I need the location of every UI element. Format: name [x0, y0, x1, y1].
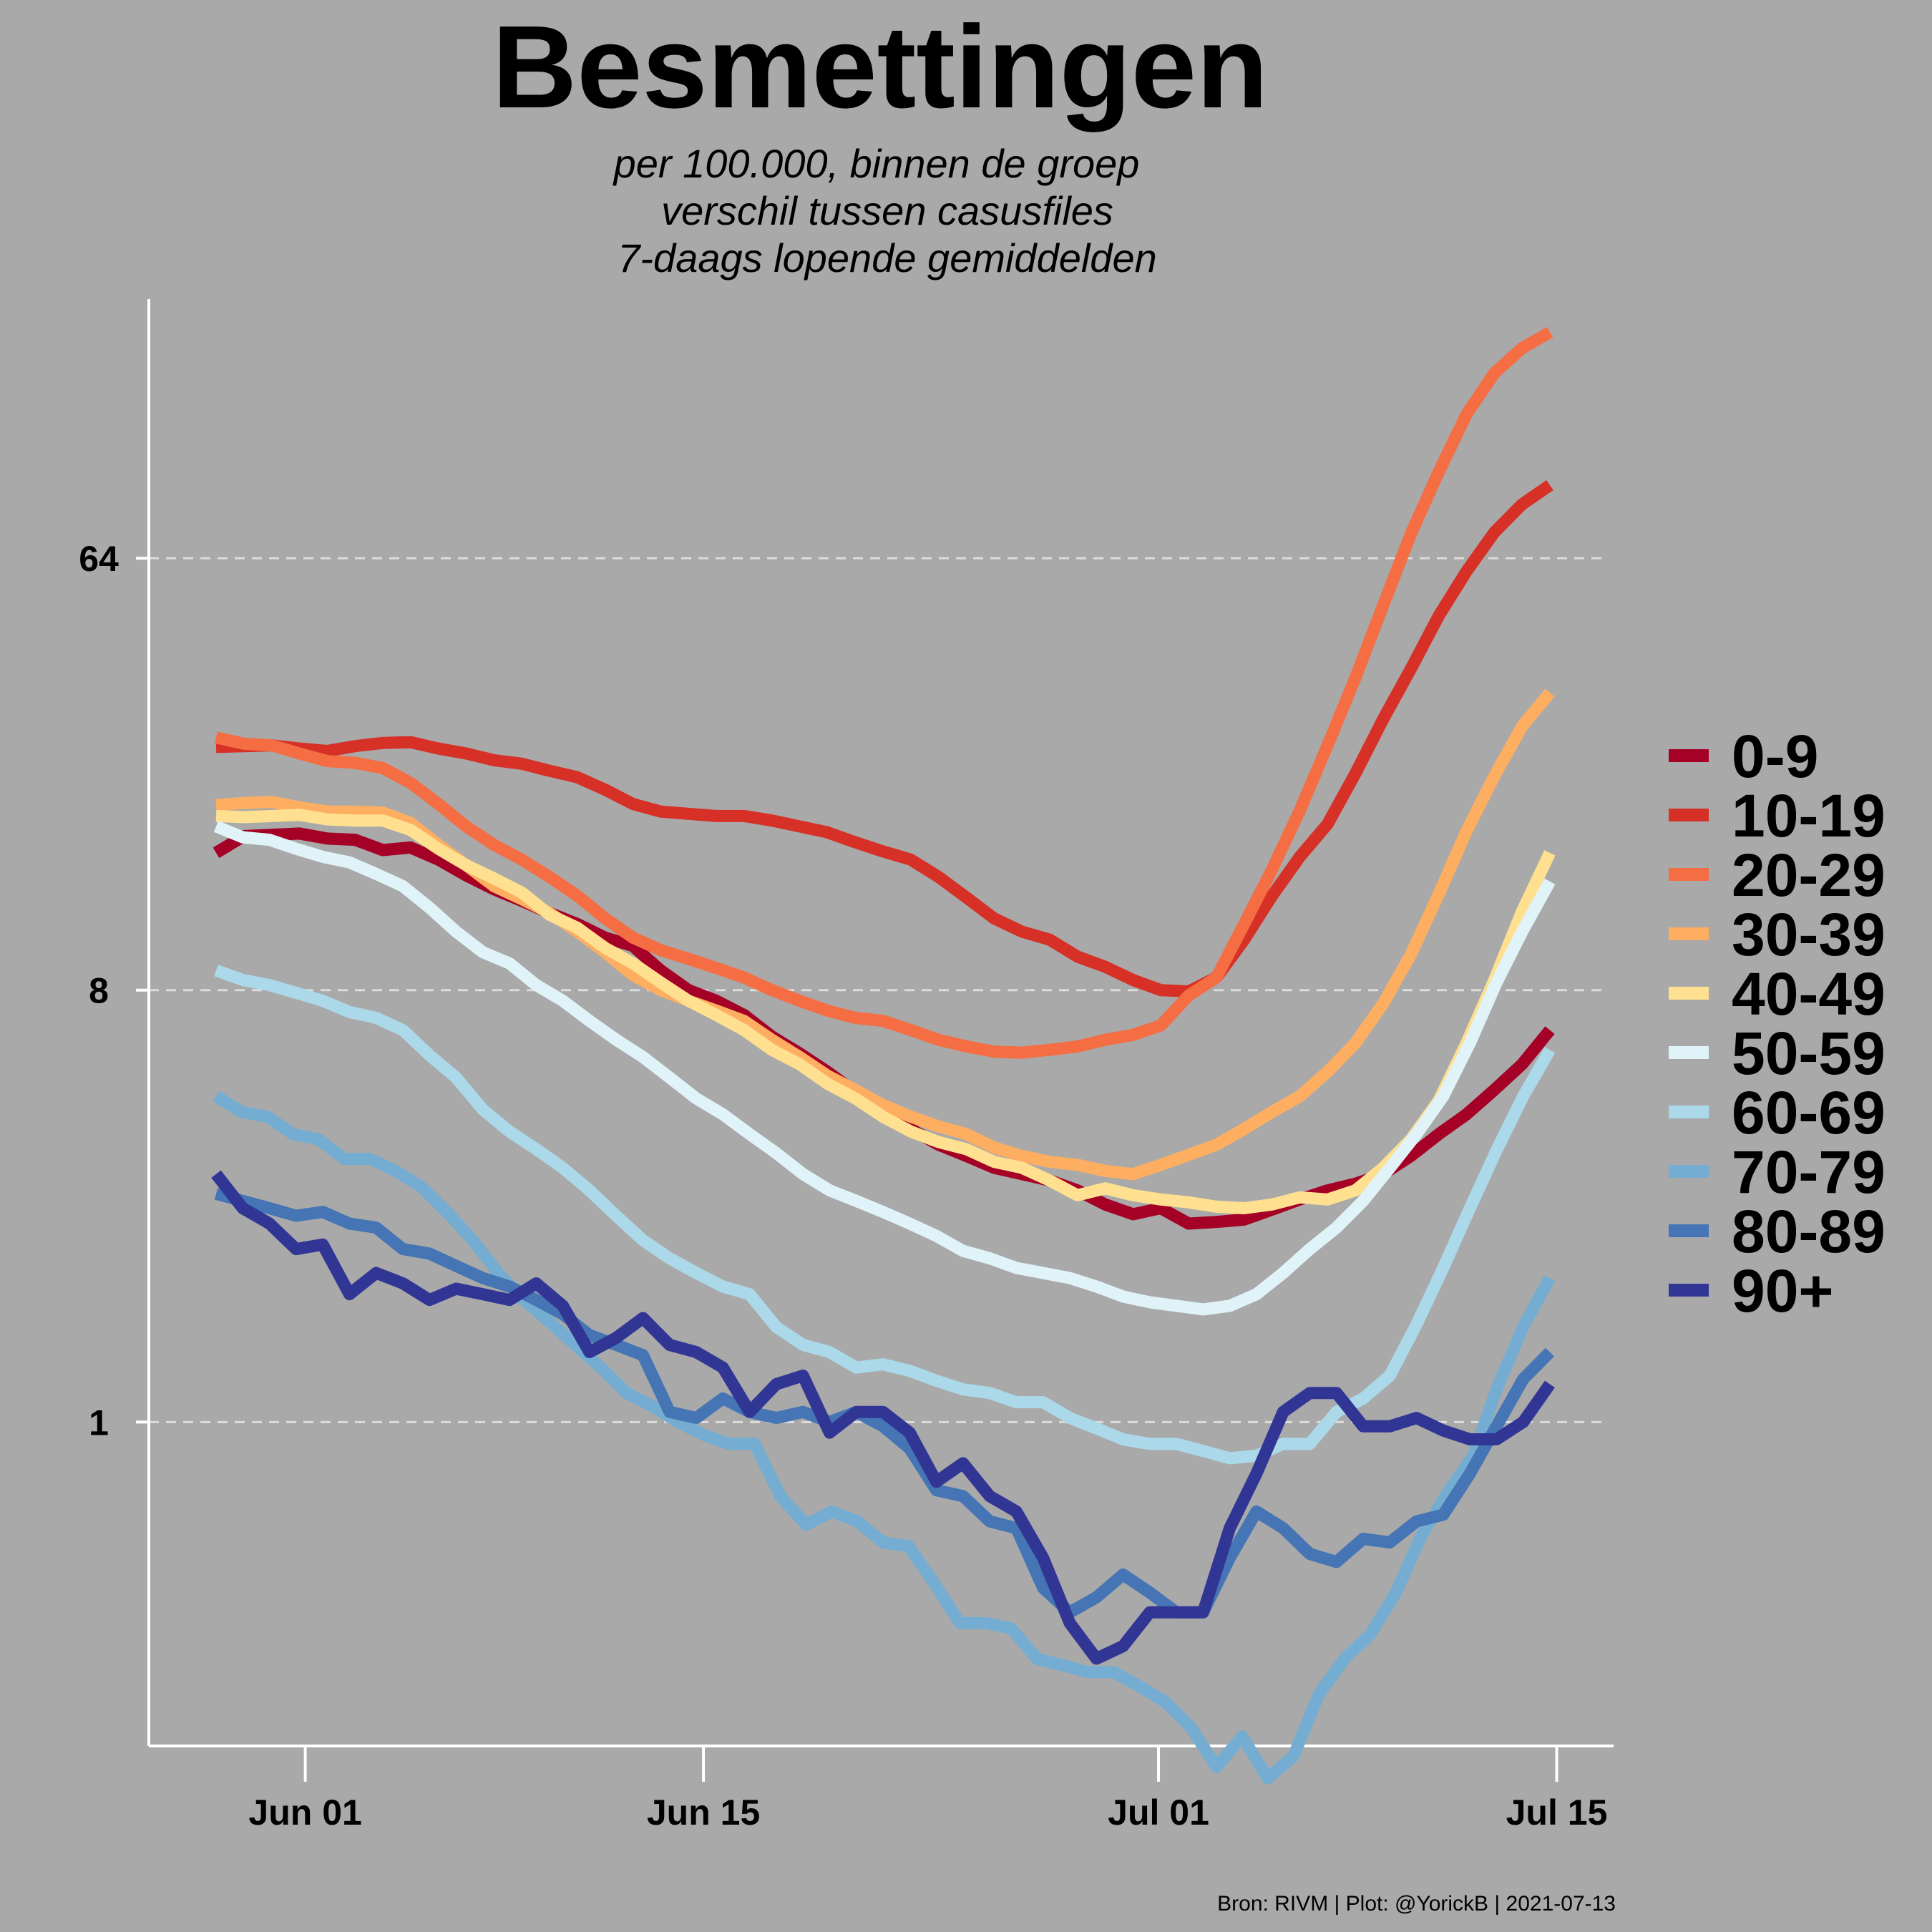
series-line-50-59 — [213, 821, 1556, 1316]
legend-label-30-39: 30-39 — [1732, 901, 1885, 968]
legend-swatch-80-89 — [1669, 1224, 1709, 1237]
legend: 0-910-1920-2930-3940-4950-5960-6970-7980… — [1669, 723, 1885, 1324]
series-line-90+ — [211, 1170, 1555, 1665]
legend-swatch-60-69 — [1669, 1106, 1709, 1118]
x-axis-ticks: Jun 01 Jun 15 Jul 01 Jul 15 — [248, 1746, 1607, 1833]
x-tick-label-0: Jun 01 — [248, 1792, 361, 1833]
chart-subtitle-line-2: verschil tussen casusfiles — [661, 188, 1113, 233]
legend-swatch-0-9 — [1669, 749, 1709, 762]
series-line-40-49 — [215, 809, 1556, 1214]
series-line-10-19 — [215, 479, 1553, 998]
legend-swatch-20-29 — [1669, 868, 1709, 881]
legend-label-0-9: 0-9 — [1732, 723, 1818, 790]
legend-label-90+: 90+ — [1732, 1257, 1834, 1324]
series-lines — [211, 326, 1556, 1785]
chart-subtitle-line-1: per 100.000, binnen de groep — [613, 141, 1140, 186]
legend-swatch-40-49 — [1669, 987, 1709, 1000]
chart-subtitle-line-3: 7-daags lopende gemiddelden — [618, 235, 1156, 280]
legend-label-40-49: 40-49 — [1732, 960, 1885, 1028]
legend-swatch-50-59 — [1669, 1046, 1709, 1059]
legend-label-60-69: 60-69 — [1732, 1079, 1885, 1146]
x-tick-label-1: Jun 15 — [647, 1792, 760, 1833]
legend-label-20-29: 20-29 — [1732, 841, 1885, 909]
legend-label-10-19: 10-19 — [1732, 782, 1885, 849]
y-tick-label-1: 1 — [89, 1402, 109, 1443]
legend-label-50-59: 50-59 — [1732, 1020, 1885, 1087]
legend-swatch-70-79 — [1669, 1165, 1709, 1178]
x-tick-label-3: Jul 15 — [1506, 1792, 1608, 1833]
series-line-20-29 — [215, 326, 1553, 1059]
chart-caption: Bron: RIVM | Plot: @YorickB | 2021-07-13 — [1217, 1892, 1616, 1916]
series-line-70-79 — [213, 1091, 1556, 1785]
legend-swatch-30-39 — [1669, 927, 1709, 940]
series-line-30-39 — [215, 688, 1555, 1181]
legend-label-80-89: 80-89 — [1732, 1198, 1885, 1265]
legend-swatch-10-19 — [1669, 809, 1709, 821]
legend-swatch-90+ — [1669, 1284, 1709, 1297]
y-tick-label-64: 64 — [79, 539, 119, 579]
series-line-80-89 — [214, 1188, 1555, 1619]
series-line-60-69 — [214, 965, 1556, 1465]
chart-title: Besmettingen — [492, 1, 1268, 132]
y-tick-label-8: 8 — [89, 971, 109, 1011]
legend-label-70-79: 70-79 — [1732, 1138, 1885, 1206]
x-tick-label-2: Jul 01 — [1108, 1792, 1209, 1833]
